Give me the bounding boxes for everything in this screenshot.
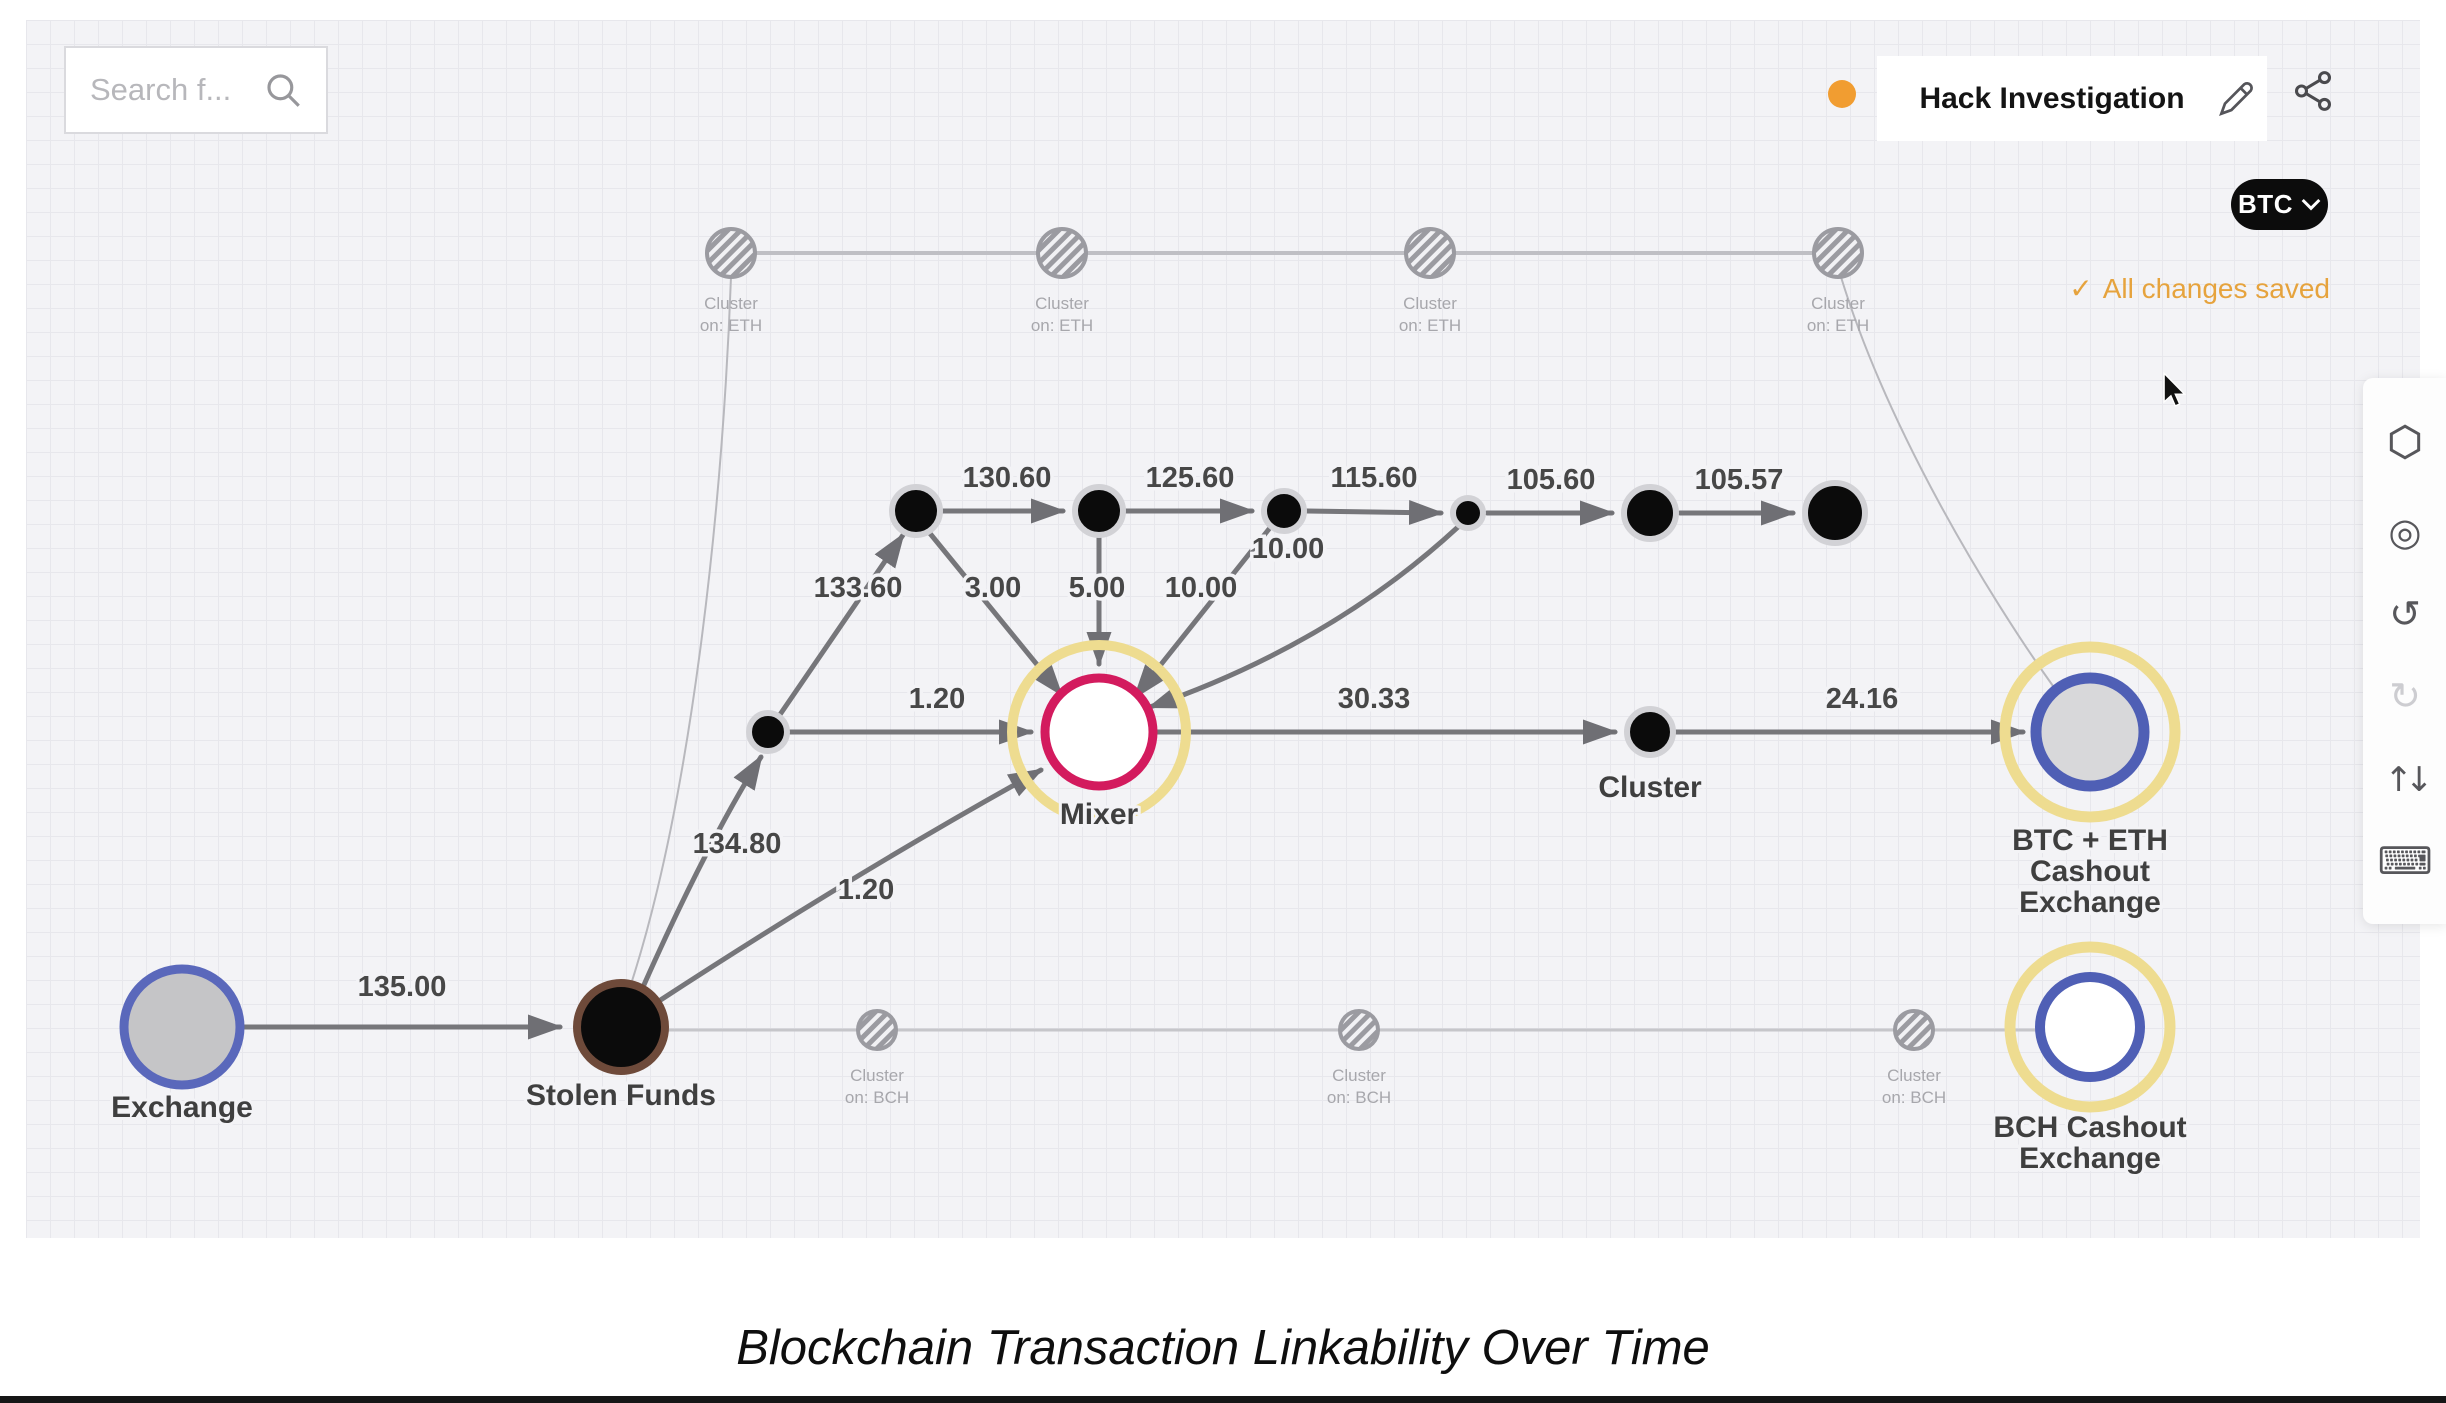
save-status-text: All changes saved bbox=[2102, 272, 2330, 304]
share-button[interactable] bbox=[2290, 68, 2336, 117]
right-toolbar: ◎ ↺ ↻ ↑↓ ⌨ bbox=[2363, 378, 2446, 924]
undo-button[interactable]: ↺ bbox=[2389, 595, 2421, 633]
edge-stolen-funds-hop[interactable] bbox=[640, 754, 764, 990]
node-tx6[interactable] bbox=[1802, 480, 1868, 546]
node-cluster[interactable] bbox=[1624, 706, 1676, 758]
edge-amount-label: 1.20 bbox=[909, 683, 965, 715]
edge-amount-label: 134.80 bbox=[693, 828, 782, 860]
pencil-icon bbox=[2219, 82, 2253, 116]
cluster-marker-icon[interactable] bbox=[1338, 1009, 1380, 1051]
edge-tx3-tx4[interactable] bbox=[1304, 500, 1444, 526]
node-mixer[interactable] bbox=[1040, 673, 1158, 791]
up-down-arrows-icon: ↑↓ bbox=[2384, 760, 2434, 801]
edge-amount-label: 3.00 bbox=[965, 572, 1021, 604]
cluster-marker-label: Cluster on: ETH bbox=[1031, 294, 1093, 335]
node-tx3[interactable] bbox=[1261, 488, 1307, 534]
edge-amount-label: 105.57 bbox=[1695, 464, 1784, 496]
cluster-marker-label: Cluster on: ETH bbox=[1807, 294, 1869, 335]
hexagon-icon bbox=[2389, 424, 2421, 460]
node-label-btc-eth-cashout: BTC + ETH Cashout Exchange bbox=[2012, 824, 2168, 919]
edge-amount-label: 133.60 bbox=[814, 572, 903, 604]
cluster-marker-label: Cluster on: ETH bbox=[700, 294, 762, 335]
edge-hop-tx1[interactable] bbox=[776, 532, 906, 719]
node-label-mixer: Mixer bbox=[1060, 798, 1139, 831]
node-label-cluster: Cluster bbox=[1598, 771, 1702, 804]
halo-ring bbox=[1999, 641, 2181, 823]
redo-button[interactable]: ↻ bbox=[2389, 677, 2421, 715]
edge-amount-label: 135.00 bbox=[358, 971, 447, 1003]
edge-amount-label: 30.33 bbox=[1338, 683, 1411, 715]
undo-icon: ↺ bbox=[2389, 591, 2421, 636]
cluster-marker-label: Cluster on: BCH bbox=[845, 1066, 909, 1107]
graph-canvas[interactable]: Cluster on: ETH Cluster on: ETH Cluster on: E… bbox=[26, 20, 2420, 1238]
edit-title-button[interactable] bbox=[2214, 77, 2258, 124]
mouse-cursor bbox=[2163, 372, 2187, 407]
cluster-marker-icon[interactable] bbox=[1893, 1009, 1935, 1051]
save-status: ✓ All changes saved bbox=[2069, 272, 2330, 305]
search-icon[interactable] bbox=[262, 69, 304, 111]
cluster-marker-icon[interactable] bbox=[1036, 227, 1088, 279]
edge-amount-label: 1.20 bbox=[838, 874, 894, 906]
check-icon: ✓ bbox=[2069, 273, 2093, 304]
node-label-bch-cashout: BCH Cashout Exchange bbox=[1993, 1111, 2186, 1175]
node-bch-cashout[interactable] bbox=[2035, 972, 2145, 1082]
node-tx1[interactable] bbox=[889, 484, 943, 538]
node-stolen-funds[interactable] bbox=[573, 979, 669, 1075]
hexagon-tool-button[interactable] bbox=[2385, 422, 2425, 468]
currency-label: BTC bbox=[2238, 189, 2293, 219]
currency-selector[interactable]: BTC bbox=[2231, 179, 2328, 230]
node-tx2[interactable] bbox=[1072, 484, 1126, 538]
project-title-bar: Hack Investigation bbox=[1877, 56, 2267, 141]
search-input[interactable] bbox=[88, 71, 242, 109]
share-icon bbox=[2294, 71, 2332, 111]
edge-amount-label: 10.00 bbox=[1165, 572, 1238, 604]
node-tx5[interactable] bbox=[1621, 484, 1679, 542]
node-label-exchange: Exchange bbox=[111, 1091, 253, 1124]
edge-amount-label: 10.00 bbox=[1252, 533, 1325, 565]
node-exchange[interactable] bbox=[119, 964, 245, 1090]
chevron-down-icon bbox=[2301, 198, 2321, 210]
node-hop[interactable] bbox=[746, 710, 790, 754]
halo-ring bbox=[2004, 941, 2176, 1113]
focus-rings-button[interactable]: ◎ bbox=[2388, 513, 2421, 551]
keyboard-icon: ⌨ bbox=[2377, 838, 2433, 883]
search-box bbox=[64, 46, 328, 134]
cluster-marker-icon[interactable] bbox=[856, 1009, 898, 1051]
cluster-marker-label: Cluster on: ETH bbox=[1399, 294, 1461, 335]
edge-amount-label: 115.60 bbox=[1330, 462, 1417, 494]
cluster-context-line bbox=[1840, 276, 2054, 687]
node-label-stolen-funds: Stolen Funds bbox=[526, 1079, 716, 1112]
edge-tx4-mixer[interactable] bbox=[1147, 524, 1461, 710]
node-tx4[interactable] bbox=[1450, 495, 1486, 531]
figure-caption: Blockchain Transaction Linkability Over … bbox=[736, 1321, 1710, 1375]
halo-ring bbox=[1007, 640, 1191, 824]
sort-vertical-button[interactable]: ↑↓ bbox=[2384, 759, 2434, 801]
keyboard-shortcuts-button[interactable]: ⌨ bbox=[2378, 842, 2433, 880]
cluster-marker-icon[interactable] bbox=[1404, 227, 1456, 279]
node-btc-eth-cashout[interactable] bbox=[2030, 672, 2150, 792]
edge-amount-label: 105.60 bbox=[1507, 464, 1596, 496]
cluster-marker-label: Cluster on: BCH bbox=[1327, 1066, 1391, 1107]
cluster-marker-label: Cluster on: BCH bbox=[1882, 1066, 1946, 1107]
cluster-context-line bbox=[631, 276, 732, 982]
cluster-marker-icon[interactable] bbox=[1812, 227, 1864, 279]
edge-amount-label: 5.00 bbox=[1069, 572, 1125, 604]
page-title: Hack Investigation bbox=[1919, 81, 2185, 115]
edge-stolen-funds-mixer[interactable] bbox=[656, 767, 1044, 1004]
edge-amount-label: 130.60 bbox=[963, 462, 1052, 494]
project-color-dot bbox=[1828, 80, 1856, 108]
edge-amount-label: 125.60 bbox=[1146, 462, 1235, 494]
edge-amount-label: 24.16 bbox=[1826, 683, 1899, 715]
redo-icon: ↻ bbox=[2389, 674, 2421, 719]
cluster-marker-icon[interactable] bbox=[705, 227, 757, 279]
concentric-circles-icon: ◎ bbox=[2388, 509, 2422, 554]
bottom-bar bbox=[0, 1396, 2446, 1403]
transaction-graph: Cluster on: ETH Cluster on: ETH Cluster on: E… bbox=[108, 227, 2190, 1178]
